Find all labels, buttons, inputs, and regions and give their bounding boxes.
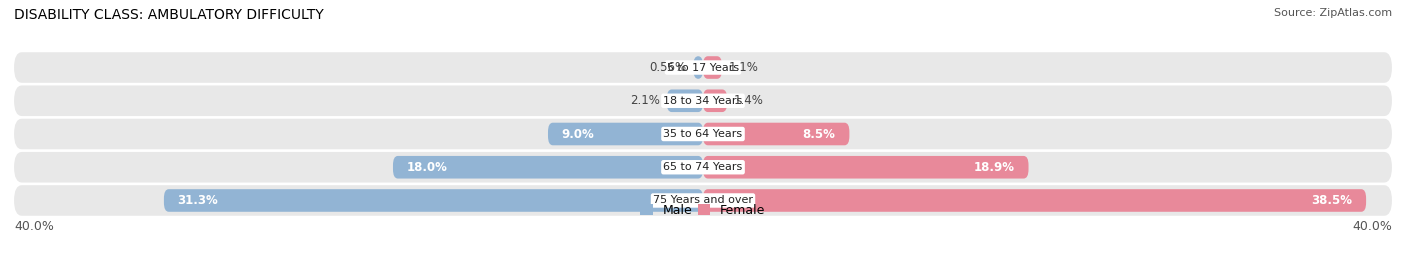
Text: 40.0%: 40.0% [14,220,53,233]
FancyBboxPatch shape [703,123,849,145]
Text: 18.9%: 18.9% [974,161,1015,174]
Text: Source: ZipAtlas.com: Source: ZipAtlas.com [1274,8,1392,18]
Text: 1.4%: 1.4% [734,94,763,107]
FancyBboxPatch shape [693,56,703,79]
FancyBboxPatch shape [703,189,1367,212]
Legend: Male, Female: Male, Female [641,204,765,217]
Text: 40.0%: 40.0% [1353,220,1392,233]
FancyBboxPatch shape [392,156,703,178]
FancyBboxPatch shape [14,119,1392,149]
Text: 65 to 74 Years: 65 to 74 Years [664,162,742,172]
Text: 18 to 34 Years: 18 to 34 Years [664,96,742,106]
Text: 9.0%: 9.0% [562,128,595,140]
FancyBboxPatch shape [14,52,1392,83]
FancyBboxPatch shape [703,156,1029,178]
Text: 18.0%: 18.0% [406,161,447,174]
FancyBboxPatch shape [14,152,1392,183]
Text: DISABILITY CLASS: AMBULATORY DIFFICULTY: DISABILITY CLASS: AMBULATORY DIFFICULTY [14,8,323,22]
FancyBboxPatch shape [666,90,703,112]
Text: 35 to 64 Years: 35 to 64 Years [664,129,742,139]
FancyBboxPatch shape [14,85,1392,116]
FancyBboxPatch shape [165,189,703,212]
FancyBboxPatch shape [14,185,1392,216]
Text: 1.1%: 1.1% [728,61,759,74]
FancyBboxPatch shape [548,123,703,145]
Text: 75 Years and over: 75 Years and over [652,195,754,206]
Text: 2.1%: 2.1% [630,94,659,107]
Text: 38.5%: 38.5% [1312,194,1353,207]
FancyBboxPatch shape [703,56,721,79]
Text: 31.3%: 31.3% [177,194,218,207]
Text: 0.56%: 0.56% [650,61,686,74]
Text: 8.5%: 8.5% [803,128,835,140]
FancyBboxPatch shape [703,90,727,112]
Text: 5 to 17 Years: 5 to 17 Years [666,62,740,73]
